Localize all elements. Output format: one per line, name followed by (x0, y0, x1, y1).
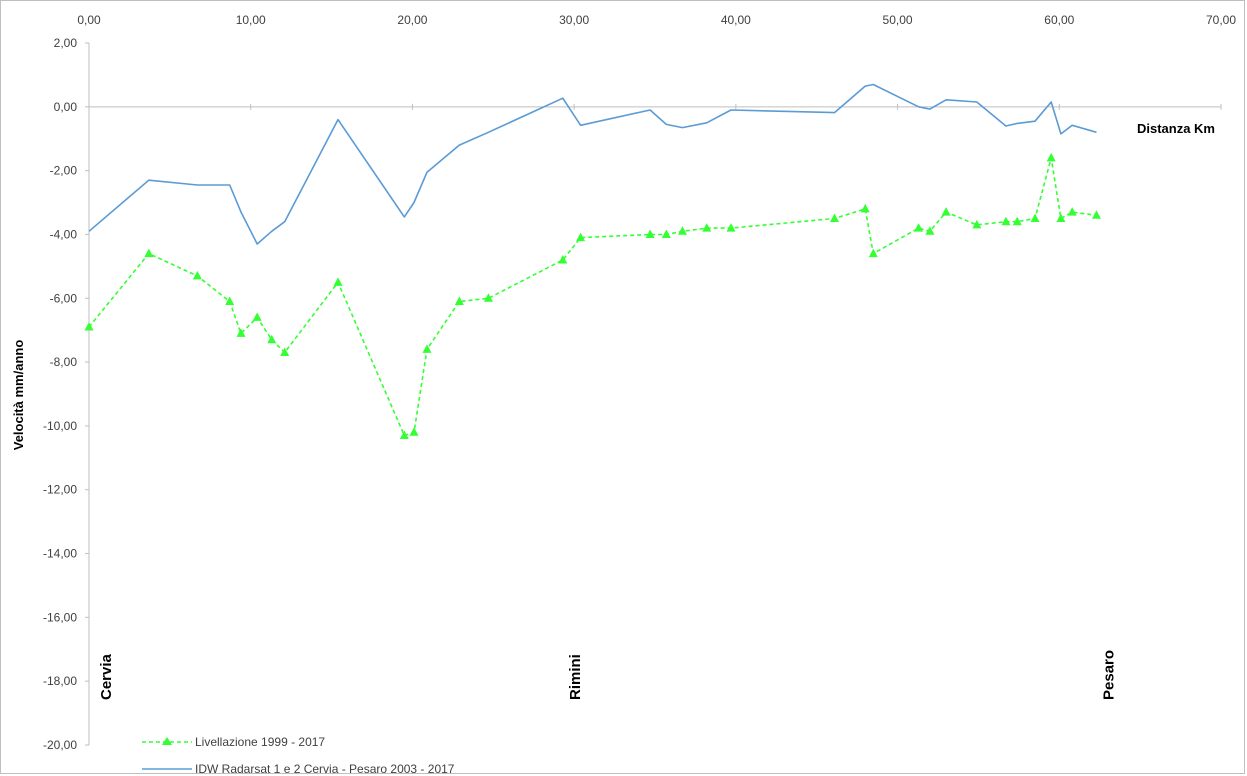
data-point-marker (678, 226, 687, 235)
y-tick-label: -12,00 (43, 483, 77, 497)
x-tick-label: 70,00 (1206, 13, 1236, 27)
legend-marker-triangle-icon (162, 737, 172, 745)
data-point-marker (1068, 207, 1077, 216)
data-point-marker (942, 207, 951, 216)
place-label-rimini: Rimini (567, 654, 584, 700)
data-point-marker (410, 427, 419, 436)
y-tick-label: 2,00 (54, 36, 78, 50)
legend: Livellazione 1999 - 2017 IDW Radarsat 1 … (142, 735, 455, 776)
legend-item-idw-radarsat: IDW Radarsat 1 e 2 Cervia - Pesaro 2003 … (142, 762, 455, 776)
data-point-marker (1047, 153, 1056, 162)
data-point-marker (253, 312, 262, 321)
y-tick-label: 0,00 (54, 100, 78, 114)
y-tick-label: -10,00 (43, 419, 77, 433)
data-point-marker (237, 328, 246, 337)
y-tick-label: -8,00 (50, 355, 78, 369)
x-tick-label: 20,00 (397, 13, 427, 27)
data-point-marker (869, 249, 878, 258)
data-point-marker (225, 296, 234, 305)
x-tick-label: 50,00 (883, 13, 913, 27)
y-tick-labels: 2,00 0,00 -2,00 -4,00 -6,00 -8,00 -10,00 -12,00… (43, 36, 89, 752)
y-axis-title: Velocità mm/anno (11, 340, 26, 451)
data-point-marker (861, 204, 870, 213)
x-tick-label: 60,00 (1044, 13, 1074, 27)
data-point-marker (1031, 214, 1040, 223)
place-label-cervia: Cervia (98, 653, 115, 700)
y-tick-label: -20,00 (43, 738, 77, 752)
y-tick-label: -6,00 (50, 291, 78, 305)
data-point-marker (662, 229, 671, 238)
y-tick-label: -14,00 (43, 547, 77, 561)
x-axis-title: Distanza Km (1137, 121, 1215, 136)
legend-label-livellazione: Livellazione 1999 - 2017 (195, 735, 325, 749)
data-point-marker (144, 249, 153, 258)
series-line-0 (89, 158, 1097, 436)
series-layer (85, 85, 1101, 439)
x-tick-labels: 0,00 10,00 20,00 30,00 40,00 50,00 60,00 70,00 (77, 13, 1236, 110)
x-tick-label: 0,00 (77, 13, 101, 27)
data-point-marker (193, 271, 202, 280)
data-point-marker (85, 322, 94, 331)
y-tick-label: -2,00 (50, 164, 78, 178)
place-labels: Cervia Rimini Pesaro (98, 650, 1118, 700)
y-tick-label: -4,00 (50, 227, 78, 241)
series-line-1 (89, 85, 1097, 245)
data-point-marker (914, 223, 923, 232)
data-point-marker (1092, 210, 1101, 219)
legend-item-livellazione: Livellazione 1999 - 2017 (142, 735, 325, 749)
data-point-marker (334, 277, 343, 286)
x-tick-label: 10,00 (236, 13, 266, 27)
legend-label-idw-radarsat: IDW Radarsat 1 e 2 Cervia - Pesaro 2003 … (195, 762, 455, 776)
x-tick-label: 30,00 (559, 13, 589, 27)
y-tick-label: -18,00 (43, 674, 77, 688)
place-label-pesaro: Pesaro (1101, 650, 1118, 700)
data-point-marker (1056, 214, 1065, 223)
data-point-marker (830, 214, 839, 223)
y-tick-label: -16,00 (43, 610, 77, 624)
x-tick-label: 40,00 (721, 13, 751, 27)
